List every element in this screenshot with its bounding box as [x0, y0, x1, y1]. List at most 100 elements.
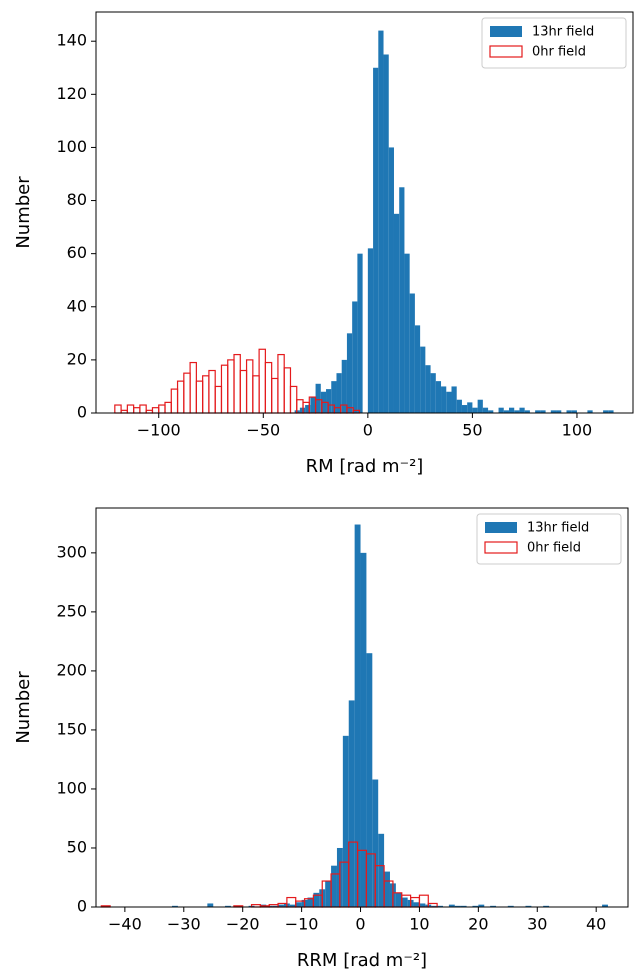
bar [277, 353, 285, 414]
x-tick-label: 40 [586, 915, 606, 934]
chart: −100 −50 0 50 100 0 20 40 60 80 100 120 140 RM [rad m… [13, 11, 634, 477]
bar [183, 372, 191, 414]
y-axis-label: Number [13, 176, 34, 249]
legend-swatch [485, 522, 517, 533]
x-tick-label: 10 [409, 915, 429, 934]
x-tick-label: 20 [468, 915, 488, 934]
x-tick-label: −10 [285, 915, 319, 934]
y-tick-label: 50 [67, 837, 87, 856]
y-tick-label: 40 [67, 296, 87, 315]
y-axis-label: Number [13, 671, 34, 744]
bar [404, 253, 410, 413]
bar [313, 892, 320, 907]
bar [271, 377, 279, 414]
bar [507, 905, 514, 907]
bar [602, 904, 608, 907]
bar [519, 407, 525, 413]
x-tick-label: 50 [462, 421, 482, 440]
legend-label: 13hr field [527, 521, 589, 536]
y-tick-label: 200 [56, 660, 87, 679]
x-tick-label: −50 [246, 421, 280, 440]
y-tick-label: 60 [67, 243, 87, 262]
bar [478, 904, 485, 907]
bar [448, 904, 455, 907]
bar [430, 373, 436, 413]
bar [331, 865, 337, 907]
bar [454, 905, 461, 907]
bar [384, 871, 390, 907]
bar [456, 399, 462, 413]
bar [245, 359, 254, 414]
bar [566, 410, 572, 413]
bar [460, 905, 467, 907]
bar [603, 410, 609, 413]
bar [571, 410, 577, 413]
y-tick-label: 80 [67, 190, 87, 209]
bar [352, 301, 358, 413]
bar [133, 407, 141, 414]
bar [289, 385, 298, 414]
bar [378, 30, 384, 413]
bar [172, 905, 178, 907]
bar [524, 410, 530, 413]
bar [114, 404, 122, 414]
bar [508, 407, 515, 413]
bar [490, 905, 497, 907]
bar [395, 892, 402, 907]
bar [477, 399, 483, 413]
bar [419, 903, 426, 907]
y-tick-label: 20 [67, 349, 87, 368]
bar [373, 67, 379, 413]
bar [378, 833, 385, 907]
bar [514, 410, 520, 413]
y-tick-label: 140 [56, 31, 87, 50]
x-tick-label: 30 [527, 915, 547, 934]
chart: −40 −30 −20 −10 0 10 20 30 40 0 50 100 150 200 250 300 R… [13, 507, 629, 971]
y-tick-label: 120 [56, 84, 87, 103]
bar [540, 410, 546, 413]
bar [556, 410, 562, 413]
bar [220, 364, 229, 414]
bar [336, 373, 342, 413]
bar [366, 653, 373, 907]
bar [482, 407, 489, 413]
bar [503, 410, 509, 413]
bar [233, 353, 241, 414]
bar [383, 54, 389, 414]
bar [360, 552, 367, 907]
y-tick-label: 150 [56, 719, 87, 738]
x-axis-label: RM [rad m⁻²] [306, 456, 424, 477]
legend-swatch [490, 26, 522, 37]
legend-swatch [484, 541, 518, 554]
bar [189, 361, 197, 414]
bar [472, 905, 479, 907]
x-tick-label: −30 [167, 915, 201, 934]
bar [326, 389, 332, 413]
bar [289, 904, 296, 907]
bar [543, 905, 550, 907]
bar [258, 348, 266, 414]
bar [305, 405, 311, 413]
bar [550, 410, 557, 413]
x-axis-label: RRM [rad m⁻²] [297, 950, 427, 971]
bar [535, 410, 541, 413]
x-tick-label: −20 [226, 915, 260, 934]
bar [435, 381, 442, 413]
bar [393, 213, 400, 413]
bar [372, 779, 379, 907]
bar [354, 524, 361, 907]
bar [467, 402, 473, 413]
bar [151, 407, 160, 414]
x-tick-label: 0 [355, 915, 365, 934]
bar [472, 407, 478, 413]
legend-label: 13hr field [532, 25, 594, 40]
y-tick-label: 100 [56, 137, 87, 156]
bar [170, 388, 179, 414]
bar [399, 187, 405, 413]
bar [315, 383, 321, 413]
bar [227, 359, 235, 414]
bar [608, 410, 614, 413]
legend: 13hr field 0hr field [476, 513, 622, 565]
bar [348, 700, 355, 907]
y-tick-label: 250 [56, 601, 87, 620]
